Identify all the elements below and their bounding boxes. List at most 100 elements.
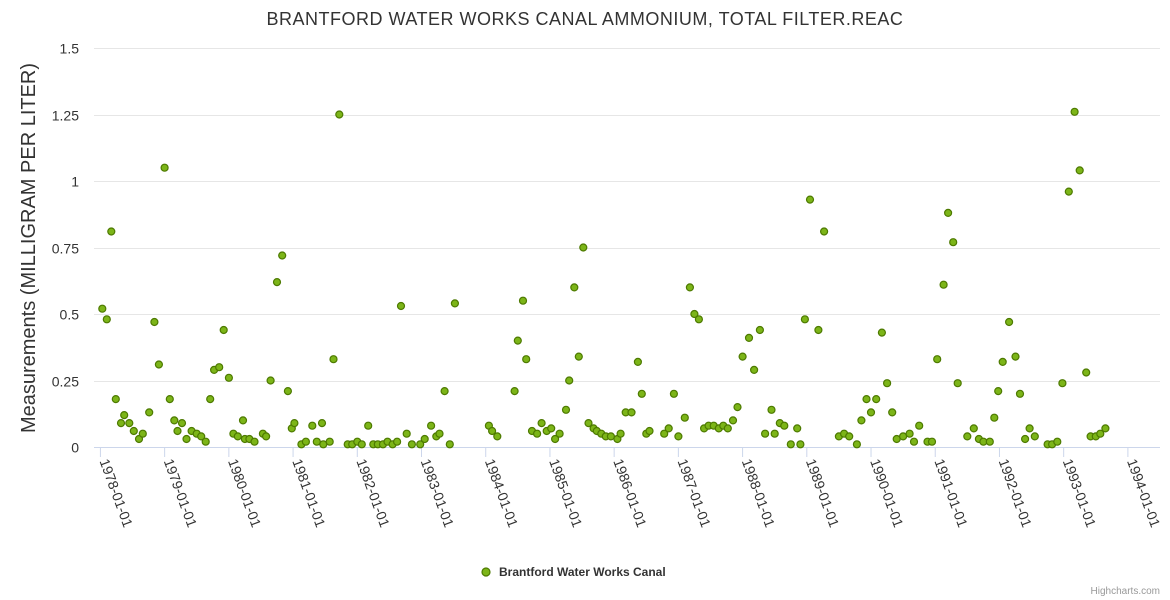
data-point[interactable]	[290, 419, 299, 428]
data-point[interactable]	[953, 379, 962, 388]
data-point[interactable]	[888, 408, 897, 417]
data-point[interactable]	[407, 440, 416, 449]
data-point[interactable]	[780, 421, 789, 430]
data-point[interactable]	[550, 434, 560, 444]
data-point[interactable]	[219, 325, 228, 335]
data-point[interactable]	[206, 395, 215, 404]
data-point[interactable]	[154, 360, 163, 369]
data-point[interactable]	[866, 408, 876, 417]
data-point[interactable]	[1025, 424, 1034, 433]
data-point[interactable]	[1030, 432, 1039, 441]
data-point[interactable]	[927, 437, 937, 446]
data-point[interactable]	[238, 416, 248, 425]
data-point[interactable]	[845, 432, 854, 441]
data-point[interactable]	[317, 419, 327, 428]
data-point[interactable]	[170, 416, 179, 425]
data-point[interactable]	[637, 389, 646, 398]
data-point[interactable]	[877, 328, 887, 337]
data-point[interactable]	[633, 357, 643, 366]
data-point[interactable]	[325, 437, 334, 446]
data-point[interactable]	[1011, 352, 1020, 361]
data-point[interactable]	[138, 429, 147, 438]
data-point[interactable]	[393, 437, 402, 446]
data-point[interactable]	[510, 387, 519, 396]
data-point[interactable]	[786, 440, 795, 449]
data-point[interactable]	[532, 429, 542, 438]
data-point[interactable]	[1064, 187, 1073, 196]
data-point[interactable]	[272, 278, 282, 287]
data-point[interactable]	[1075, 166, 1084, 175]
data-point[interactable]	[145, 408, 154, 417]
data-point[interactable]	[579, 243, 588, 252]
data-point[interactable]	[111, 395, 120, 404]
data-point[interactable]	[857, 416, 866, 425]
data-point[interactable]	[565, 376, 574, 385]
data-point[interactable]	[402, 429, 411, 438]
data-point[interactable]	[728, 416, 738, 425]
data-point[interactable]	[102, 315, 111, 324]
data-point[interactable]	[660, 429, 669, 438]
data-point[interactable]	[1070, 107, 1079, 116]
data-point[interactable]	[819, 227, 829, 236]
data-point[interactable]	[435, 429, 444, 438]
data-point[interactable]	[915, 421, 924, 430]
data-point[interactable]	[488, 426, 497, 436]
data-point[interactable]	[165, 395, 174, 404]
data-point[interactable]	[160, 163, 169, 172]
data-point[interactable]	[574, 352, 583, 361]
data-point[interactable]	[518, 296, 528, 305]
data-point[interactable]	[685, 283, 695, 292]
data-point[interactable]	[493, 432, 502, 441]
data-point[interactable]	[814, 325, 823, 335]
data-point[interactable]	[555, 429, 564, 438]
data-point[interactable]	[690, 309, 699, 319]
data-point[interactable]	[420, 434, 429, 444]
data-point[interactable]	[283, 387, 292, 396]
data-point[interactable]	[767, 405, 776, 414]
data-point[interactable]	[969, 424, 978, 433]
data-point[interactable]	[173, 426, 182, 436]
data-point[interactable]	[882, 379, 892, 388]
data-point[interactable]	[616, 429, 625, 438]
data-point[interactable]	[416, 440, 425, 449]
data-point[interactable]	[116, 419, 126, 428]
data-point[interactable]	[905, 429, 914, 438]
data-point[interactable]	[669, 389, 679, 398]
data-point[interactable]	[755, 325, 765, 335]
data-point[interactable]	[793, 424, 802, 433]
data-point[interactable]	[627, 408, 636, 417]
credits-link[interactable]: Highcharts.com	[1091, 586, 1160, 597]
data-point[interactable]	[1096, 429, 1105, 438]
data-point[interactable]	[215, 363, 224, 372]
data-point[interactable]	[994, 387, 1003, 396]
data-point[interactable]	[805, 195, 815, 204]
data-point[interactable]	[1053, 437, 1062, 446]
data-point[interactable]	[450, 299, 459, 308]
data-point[interactable]	[427, 421, 436, 430]
data-point[interactable]	[201, 437, 210, 446]
data-point[interactable]	[800, 315, 810, 324]
data-point[interactable]	[1004, 317, 1014, 327]
data-point[interactable]	[943, 208, 953, 217]
legend[interactable]: Brantford Water Works Canal	[481, 565, 666, 579]
data-point[interactable]	[120, 411, 129, 420]
data-point[interactable]	[262, 432, 271, 441]
data-point[interactable]	[125, 419, 134, 428]
data-point[interactable]	[98, 304, 107, 313]
data-point[interactable]	[335, 110, 344, 119]
data-point[interactable]	[177, 419, 187, 428]
data-point[interactable]	[537, 419, 546, 428]
legend-label[interactable]: Brantford Water Works Canal	[499, 565, 666, 579]
data-point[interactable]	[723, 424, 732, 433]
data-point[interactable]	[396, 301, 406, 311]
data-point[interactable]	[1101, 424, 1110, 433]
data-point[interactable]	[182, 434, 191, 444]
data-point[interactable]	[744, 333, 754, 342]
data-point[interactable]	[364, 421, 373, 430]
data-point[interactable]	[561, 405, 571, 414]
data-point[interactable]	[150, 317, 159, 327]
data-point[interactable]	[664, 424, 673, 433]
data-point[interactable]	[584, 419, 593, 428]
data-point[interactable]	[749, 365, 759, 374]
data-point[interactable]	[224, 373, 233, 382]
